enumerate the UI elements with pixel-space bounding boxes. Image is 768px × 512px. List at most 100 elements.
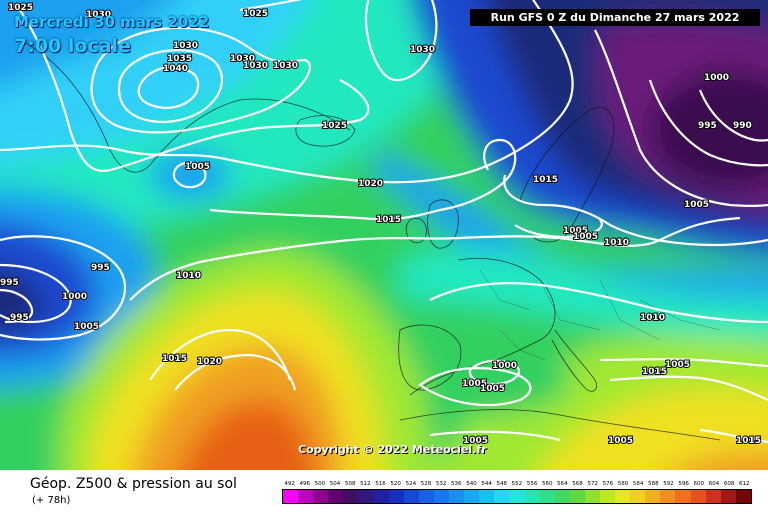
color-scale-labels: 492 496 500 504 508 512 516 520 524 528 532 536 540 5… <box>282 479 752 489</box>
isobar-label: 1035 <box>167 54 192 64</box>
north-africa-coast <box>399 409 721 441</box>
isobar-label: 1005 <box>462 379 487 389</box>
field-dark-orange <box>180 400 318 470</box>
isobar-label: 1030 <box>86 10 111 20</box>
scale-tick-label: 508 <box>344 481 356 487</box>
isobar-label: 995 <box>91 263 110 273</box>
isobar-1035-high <box>118 49 223 124</box>
field-west-low-navy <box>0 267 46 335</box>
isobars <box>0 0 768 442</box>
isobar-990-ne <box>698 89 768 142</box>
isobar-995-ne <box>648 79 768 167</box>
scale-swatch <box>675 490 691 503</box>
scale-swatch <box>660 490 676 503</box>
scale-swatch <box>358 490 374 503</box>
scale-swatch <box>418 490 434 503</box>
field-small-low <box>150 150 230 200</box>
british-isles-coast <box>427 199 459 249</box>
isobar-label: 1020 <box>358 179 383 189</box>
isobar-1005-ne <box>503 174 768 247</box>
border-5 <box>499 329 546 361</box>
isobar-1005-africa <box>429 430 561 442</box>
scale-swatch <box>449 490 465 503</box>
forecast-lead-time: (+ 78h) <box>32 495 71 506</box>
scale-tick-label: 492 <box>284 481 295 487</box>
color-scale-legend: 492 496 500 504 508 512 516 520 524 528 532 536 540 5… <box>282 479 752 504</box>
isobar-1000-west <box>0 263 72 324</box>
copyright-notice: Copyright © 2022 Meteociel.fr <box>298 443 487 456</box>
scale-swatch <box>313 490 329 503</box>
isobar-1000-ne <box>594 29 768 207</box>
scale-tick-label: 604 <box>708 481 720 487</box>
scale-tick-label: 556 <box>526 481 538 487</box>
border-1 <box>479 269 531 311</box>
isobar-label: 1015 <box>533 175 558 185</box>
isobar-1015-east <box>609 375 768 402</box>
isobar-1005-west <box>0 235 126 341</box>
scale-swatch <box>720 490 736 503</box>
scale-tick-label: 520 <box>390 481 401 487</box>
scale-tick-label: 576 <box>602 481 614 487</box>
scale-swatch <box>328 490 344 503</box>
border-2 <box>539 279 601 331</box>
isobar-1005-east <box>599 358 768 368</box>
isobar-label: 1005 <box>463 436 488 446</box>
isobar-label: 1000 <box>62 292 87 302</box>
scale-tick-label: 572 <box>587 481 598 487</box>
scale-swatch <box>298 490 314 503</box>
isobar-label: 990 <box>733 121 752 131</box>
isobar-label: 1010 <box>604 238 629 248</box>
color-scale-bar <box>282 489 752 504</box>
isobar-1040-high <box>137 66 200 110</box>
isobar-1005-med <box>418 367 532 407</box>
isobar-label: 1030 <box>173 41 198 51</box>
scale-swatch <box>539 490 555 503</box>
isobar-label: 1005 <box>665 360 690 370</box>
scale-swatch <box>494 490 510 503</box>
isobar-label: 1025 <box>8 3 33 13</box>
scale-swatch <box>599 490 616 503</box>
iceland-coast <box>295 115 356 147</box>
field-ne-deep-purple <box>650 70 768 190</box>
isobar-labels: 1025 1025 1030 1030 1035 1040 1030 1030 … <box>0 2 762 447</box>
isobar-label: 995 <box>698 121 717 131</box>
border-4 <box>639 299 721 331</box>
isobar-1020-sw <box>174 353 297 391</box>
isobar-1010-europe <box>429 282 768 324</box>
scale-tick-label: 564 <box>557 481 568 487</box>
isobar-1005-low-sm <box>172 161 207 189</box>
isobar-1025-north <box>239 0 303 12</box>
isobar-label: 995 <box>0 278 19 288</box>
field-se-yellow <box>540 388 768 470</box>
scale-swatch <box>433 490 450 503</box>
scale-tick-label: 596 <box>678 481 689 487</box>
scale-swatch <box>464 490 480 503</box>
scale-swatch <box>509 490 525 503</box>
isobar-1000-med <box>468 359 521 386</box>
isobar-label: 1005 <box>684 200 709 210</box>
scale-swatch <box>479 490 495 503</box>
scale-tick-label: 568 <box>572 481 583 487</box>
scale-swatch <box>524 490 540 503</box>
model-run-label: Run GFS 0 Z du Dimanche 27 mars 2022 <box>470 9 760 26</box>
geopotential-color-field <box>0 0 768 470</box>
field-nw-sky <box>0 0 175 88</box>
isobar-1030-greenland <box>90 26 311 134</box>
scale-tick-label: 600 <box>693 481 705 487</box>
isobar-995-west <box>0 288 34 324</box>
map-parameter-title: Géop. Z500 & pression au sol <box>30 476 237 492</box>
scale-tick-label: 500 <box>314 481 326 487</box>
scale-tick-label: 532 <box>435 481 447 487</box>
isobar-label: 1020 <box>197 357 222 367</box>
scale-swatch <box>615 490 631 503</box>
scale-swatch <box>554 490 570 503</box>
scale-tick-label: 544 <box>481 481 492 487</box>
isobar-label: 995 <box>10 313 29 323</box>
isobar-label: 1005 <box>480 384 505 394</box>
scale-tick-label: 588 <box>648 481 659 487</box>
forecast-date: Mercredi 30 mars 2022 <box>14 13 210 31</box>
isobar-label: 1005 <box>74 322 99 332</box>
scale-tick-label: 592 <box>663 481 674 487</box>
scale-swatch <box>705 490 721 503</box>
